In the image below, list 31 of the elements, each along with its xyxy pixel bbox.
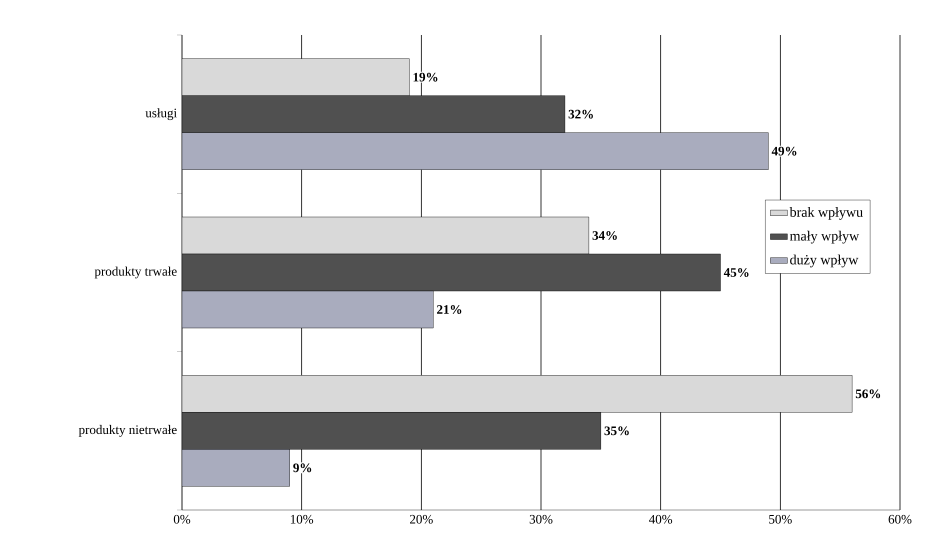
- x-tick-label: 50%: [769, 514, 792, 524]
- bar: [182, 95, 566, 133]
- data-label: 34%: [592, 231, 617, 240]
- x-tick-label: 10%: [290, 514, 314, 524]
- x-tick-label: 0%: [174, 514, 190, 524]
- bar: [182, 449, 290, 487]
- y-tick-label: produkty trwałe: [94, 266, 177, 278]
- data-label: 32%: [568, 110, 593, 119]
- data-label: 45%: [724, 268, 748, 277]
- bar: [182, 216, 590, 254]
- y-tick-label: produkty nietrwałe: [78, 424, 177, 437]
- y-tick-label: usługi: [146, 108, 177, 120]
- legend-label: mały wpływ: [790, 230, 860, 244]
- x-tick-label: 30%: [530, 514, 552, 524]
- bar: [182, 254, 721, 292]
- legend-label: duży wpływ: [790, 254, 858, 268]
- data-label: 35%: [604, 426, 629, 436]
- bar: [182, 132, 769, 170]
- data-label: 21%: [437, 305, 462, 314]
- x-tick-label: 20%: [410, 514, 433, 524]
- bar: [182, 412, 602, 450]
- legend-label: brak wpływu: [790, 207, 863, 220]
- bar: [182, 375, 852, 413]
- data-label: 19%: [414, 72, 438, 82]
- data-label: 56%: [856, 389, 880, 398]
- x-tick-label: 60%: [888, 514, 912, 524]
- bar: [182, 290, 434, 328]
- data-label: 49%: [772, 146, 796, 156]
- bar: [182, 58, 410, 96]
- x-tick-label: 40%: [649, 514, 672, 524]
- data-label: 9%: [293, 463, 312, 472]
